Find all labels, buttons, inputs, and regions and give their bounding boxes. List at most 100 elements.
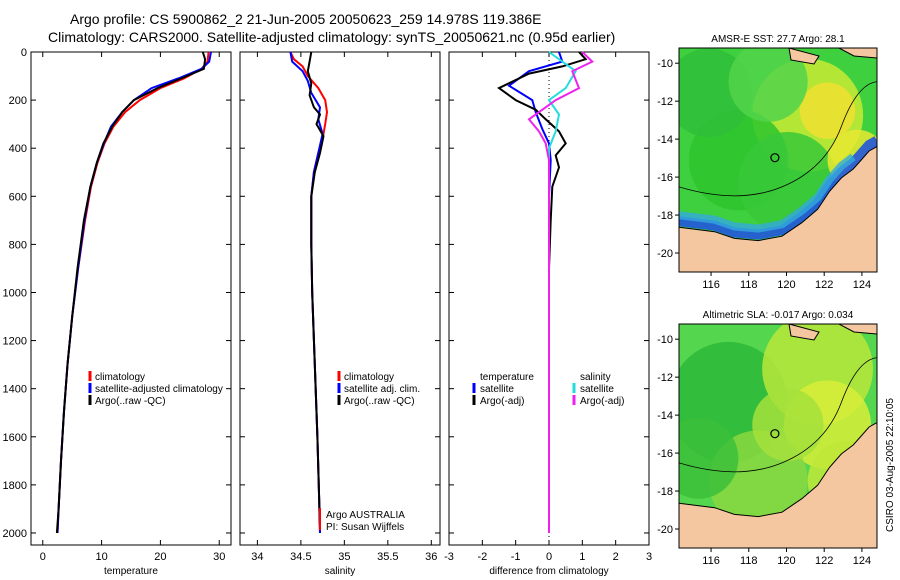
sst-map-frame <box>678 47 878 273</box>
temperature-legend-entry: satellite-adjusted climatology <box>95 384 223 395</box>
difference-legend-entry: Argo(-adj) <box>480 396 524 407</box>
temperature-ytick-label: 1800 <box>3 480 27 492</box>
sst-map-area <box>679 48 877 272</box>
temperature-xlabel: temperature <box>104 566 158 577</box>
salinity-xtick-label: 36 <box>425 551 437 563</box>
sla-island-2 <box>838 324 877 335</box>
temperature-series-satellite-adjusted-climatology <box>56 51 212 534</box>
temperature-ytick-label: 0 <box>21 47 27 59</box>
salinity-legend-entry: climatology <box>344 372 394 383</box>
temperature-plot-frame <box>30 51 232 546</box>
sst-xtick-label: 122 <box>815 279 833 291</box>
sla-xtick-label: 120 <box>777 555 795 567</box>
salinity-annotation-line-2: PI: Susan Wijffels <box>326 522 404 533</box>
sst-island-2 <box>838 48 877 59</box>
salinity-xtick-label: 35.5 <box>377 551 398 563</box>
difference-legend-header-left: temperature <box>480 372 534 383</box>
sst-coastal-band <box>679 136 877 240</box>
difference-legend-header-right: salinity <box>580 372 611 383</box>
sla-field-patch <box>679 418 739 499</box>
sla-ytick-label: -14 <box>657 410 673 422</box>
salinity-series-climatology <box>289 51 329 534</box>
sst-ytick-label: -18 <box>657 210 673 222</box>
salinity-annotation-line-1: Argo AUSTRALIA <box>326 510 405 521</box>
sla-xtick-label: 124 <box>853 555 871 567</box>
title-line-2: Climatology: CARS2000. Satellite-adjuste… <box>48 29 616 45</box>
sla-ytick-label: -12 <box>657 372 673 384</box>
sla-xtick-label: 118 <box>740 555 758 567</box>
temperature-ytick-label: 600 <box>9 191 27 203</box>
temperature-series-argo-raw-qc- <box>55 51 207 534</box>
difference-series-temperature-satellite <box>507 51 564 533</box>
temperature-ytick-label: 2000 <box>3 528 27 540</box>
difference-xtick-label: 2 <box>613 551 619 563</box>
sla-ytick-label: -10 <box>657 334 673 346</box>
timestamp-stamp: CSIRO 03-Aug-2005 22:10:05 <box>885 398 896 532</box>
difference-xtick-label: -3 <box>444 551 454 563</box>
temperature-ytick-label: 1400 <box>3 384 27 396</box>
salinity-xlabel: salinity <box>325 566 356 577</box>
sla-ytick-label: -18 <box>657 486 673 498</box>
difference-xtick-label: 0 <box>546 551 552 563</box>
salinity-xtick-label: 35 <box>338 551 350 563</box>
sla-field-patch <box>752 388 824 462</box>
temperature-xtick-label: 10 <box>95 551 107 563</box>
difference-series-salinity-satellite <box>547 51 578 533</box>
sst-island <box>788 48 820 65</box>
salinity-xtick-label: 34.5 <box>290 551 311 563</box>
sst-xtick-label: 118 <box>740 279 758 291</box>
sst-xtick-label: 116 <box>702 279 720 291</box>
sst-ytick-label: -14 <box>657 134 673 146</box>
sla-ytick-label: -20 <box>657 524 673 536</box>
salinity-plot-frame <box>239 51 441 546</box>
sst-xtick-label: 120 <box>777 279 795 291</box>
temperature-xtick-label: 0 <box>40 551 46 563</box>
sst-field-patch <box>728 48 808 122</box>
temperature-xtick-label: 20 <box>154 551 166 563</box>
difference-xtick-label: -2 <box>477 551 487 563</box>
sla-xtick-label: 116 <box>702 555 720 567</box>
difference-legend-entry: satellite <box>480 384 514 395</box>
temperature-ytick-label: 400 <box>9 143 27 155</box>
salinity-legend-entry: satellite adj. clim. <box>344 384 420 395</box>
salinity-xtick-label: 34 <box>251 551 263 563</box>
sla-argo-location-marker <box>770 429 780 439</box>
difference-xtick-label: 1 <box>579 551 585 563</box>
sst-field-patch <box>799 82 856 139</box>
temperature-ytick-label: 200 <box>9 95 27 107</box>
difference-legend-entry: Argo(-adj) <box>580 396 624 407</box>
sst-argo-location-marker <box>770 153 780 163</box>
sst-ytick-label: -12 <box>657 96 673 108</box>
sst-map-title: AMSR-E SST: 27.7 Argo: 28.1 <box>711 34 845 45</box>
salinity-legend-entry: Argo(..raw -QC) <box>344 396 415 407</box>
sla-island <box>788 324 820 341</box>
sst-ytick-label: -20 <box>657 248 673 260</box>
difference-xtick-label: 3 <box>646 551 652 563</box>
difference-xtick-label: -1 <box>511 551 521 563</box>
difference-legend-entry: satellite <box>580 384 614 395</box>
sst-ytick-label: -10 <box>657 58 673 70</box>
salinity-series-argo-raw-qc- <box>306 51 325 529</box>
temperature-ytick-label: 800 <box>9 239 27 251</box>
sst-ytick-label: -16 <box>657 172 673 184</box>
temperature-legend-entry: climatology <box>95 372 145 383</box>
temperature-ytick-label: 1000 <box>3 287 27 299</box>
sla-map-title: Altimetric SLA: -0.017 Argo: 0.034 <box>703 310 854 321</box>
sst-mainland <box>679 146 877 272</box>
sla-mainland <box>679 422 877 548</box>
temperature-ytick-label: 1200 <box>3 336 27 348</box>
sst-coastal-band-outer <box>679 153 856 233</box>
temperature-xtick-label: 30 <box>213 551 225 563</box>
sst-depth-contour <box>679 81 877 197</box>
temperature-legend-entry: Argo(..raw -QC) <box>95 396 166 407</box>
sla-map-frame <box>678 323 878 549</box>
sla-ytick-label: -16 <box>657 448 673 460</box>
sla-xtick-label: 122 <box>815 555 833 567</box>
temperature-ytick-label: 1600 <box>3 432 27 444</box>
difference-series-salinity-argo-adj- <box>527 51 595 533</box>
difference-xlabel: difference from climatology <box>489 566 608 577</box>
temperature-series-climatology <box>56 51 210 534</box>
sla-depth-contour <box>679 357 877 473</box>
sst-xtick-label: 124 <box>853 279 871 291</box>
title-line-1: Argo profile: CS 5900862_2 21-Jun-2005 2… <box>70 11 542 27</box>
